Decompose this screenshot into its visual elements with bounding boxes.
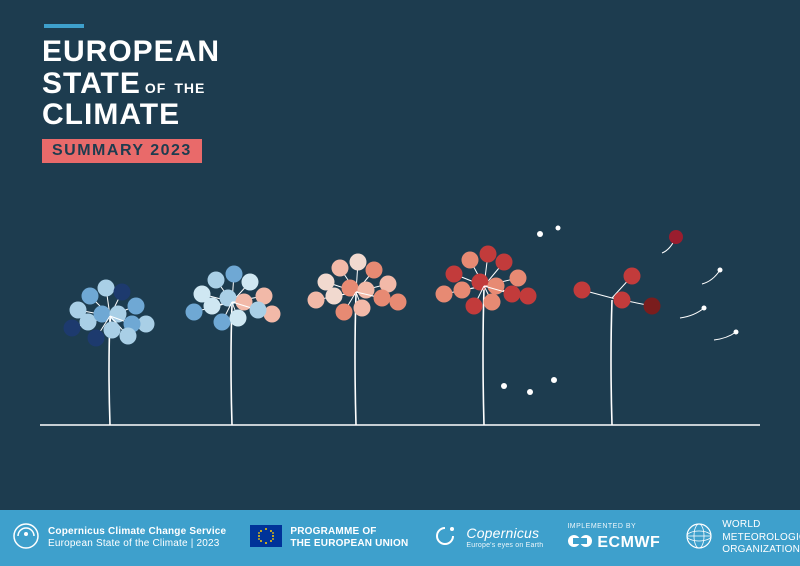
footer-wmo: WORLD METEOROLOGICAL ORGANIZATION — [672, 519, 800, 557]
footer-ecmwf: IMPLEMENTED BY ECMWF — [555, 523, 672, 554]
title-word-climate: CLIMATE — [42, 99, 180, 131]
footer-copernicus-brand: Copernicus Europe's eyes on Earth — [420, 523, 555, 554]
dandelion-illustration — [0, 200, 800, 460]
wmo-logo-icon — [684, 521, 714, 556]
title-accent-bar — [44, 24, 84, 28]
title-word-of: OF — [145, 81, 166, 96]
implemented-by-label: IMPLEMENTED BY — [567, 523, 660, 532]
copernicus-brand: Copernicus — [466, 525, 543, 543]
eu-line1: PROGRAMME OF — [290, 526, 408, 539]
title-block: EUROPEAN STATE OF THE CLIMATE SUMMARY 20… — [42, 24, 220, 163]
ecmwf-name: ECMWF — [597, 533, 660, 553]
title-word-european: EUROPEAN — [42, 36, 220, 68]
c3s-name: Copernicus Climate Change Service — [48, 526, 226, 539]
report-ref: European State of the Climate | 2023 — [48, 538, 226, 551]
title-line-3: CLIMATE — [42, 99, 220, 131]
eu-flag-icon — [250, 525, 282, 552]
wmo-line1: WORLD — [722, 519, 800, 532]
copernicus-tagline: Europe's eyes on Earth — [466, 542, 543, 551]
title-line-1: EUROPEAN — [42, 36, 220, 68]
title-line-2: STATE OF THE — [42, 68, 220, 100]
footer-eu-programme: PROGRAMME OF THE EUROPEAN UNION — [238, 525, 420, 552]
summary-badge: SUMMARY 2023 — [42, 139, 202, 163]
footer-copernicus-service: Copernicus Climate Change Service Europe… — [0, 522, 238, 555]
footer-bar: Copernicus Climate Change Service Europe… — [0, 510, 800, 566]
ecmwf-logo-icon — [567, 534, 593, 553]
title-word-the: THE — [174, 81, 205, 96]
eu-line2: THE EUROPEAN UNION — [290, 538, 408, 551]
wmo-line3: ORGANIZATION — [722, 544, 800, 557]
wmo-line2: METEOROLOGICAL — [722, 532, 800, 545]
copernicus-logo-icon — [432, 523, 458, 554]
title-word-state: STATE — [42, 68, 141, 100]
dandelion-svg — [0, 200, 800, 460]
c3s-logo-icon — [12, 522, 40, 555]
